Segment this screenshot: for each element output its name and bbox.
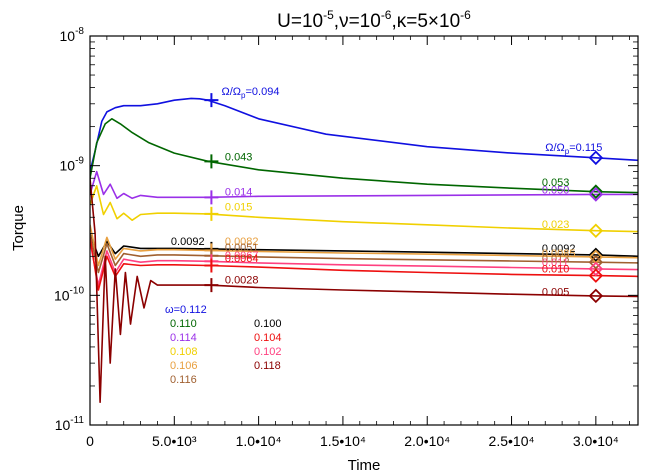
data-label-0: Ω/Ωp=0.094 [222,86,280,100]
x-tick-label-1: 5.0•10³ [152,433,197,449]
diamond-marker-10 [588,150,604,166]
x-tick-label-2: 1.0•10⁴ [236,433,282,449]
y-tick-label-0: 10-8 [60,26,85,44]
x-tick-label-5: 2.5•10⁴ [489,433,535,449]
omega-entry-3: 0.108 [170,346,198,358]
omega-entry-r0: 0.100 [254,318,282,330]
omega-entry-4: 0.106 [170,360,198,372]
series-line-0 [90,97,638,172]
data-label-10: 0.0028 [225,275,259,287]
series-line-9 [90,178,638,403]
data-label-14: 0.0092 [542,243,576,255]
series-line-6 [90,233,638,274]
diamond-marker-17 [588,261,604,277]
plus-marker-2 [204,190,219,205]
series-line-5 [90,224,638,267]
omega-entry-r3: 0.118 [254,360,281,372]
data-label-7: 0.0051 [225,242,259,254]
marker-layer [204,93,604,304]
data-label-18: 0.010 [542,264,570,276]
axes: 0 5.0•10³ 1.0•10⁴ 1.5•10⁴ 2.0•10⁴ 2.5•10⁴ 3.0•… [54,26,639,449]
data-label-15: 0.0085 [542,248,576,260]
diamond-marker-16 [588,254,604,270]
data-label-9: 0.0064 [225,253,259,265]
diamond-marker-13 [588,223,604,238]
x-axis-label: Time [348,457,381,474]
series-line-1 [90,118,638,194]
plus-marker-8 [204,258,219,273]
data-label-12: 0.050 [542,185,570,197]
x-tick-label-6: 3.0•10⁴ [573,433,619,449]
annotation-layer: Ω/Ωp=0.094 Ω/Ωp=0.115 0.043 0.014 0.015 0.009… [171,86,602,298]
y-tick-label-2: 10-10 [54,285,84,303]
omega-legend: ω=0.112 0.110 0.114 0.108 0.106 0.116 0.100 0.1… [165,304,282,386]
y-axis-label: Torque [10,205,27,251]
series-line-8 [90,237,638,291]
series-line-2 [90,170,638,200]
data-label-16: 0.013 [542,253,570,265]
plus-marker-3 [204,206,219,221]
diamond-marker-18 [588,268,604,283]
data-label-3: 0.014 [225,186,253,198]
omega-entry-5: 0.116 [170,374,197,386]
data-label-17: 0.011 [542,257,569,269]
data-label-5: 0.0092 [171,236,205,248]
diamond-marker-14 [588,247,604,263]
diamond-marker-19 [588,288,604,304]
diamond-marker-12 [588,187,604,202]
omega-entry-0: ω=0.112 [165,304,207,316]
series-line-3 [90,185,638,233]
data-label-6: 0.0082 [225,236,259,248]
data-label-8: 0.0067 [225,250,259,262]
plus-marker-9 [204,278,219,293]
omega-entry-r2: 0.102 [254,346,282,358]
x-tick-label-0: 0 [86,433,94,449]
data-label-19: 0.005 [542,286,570,298]
data-label-11: 0.053 [542,177,570,189]
data-label-1: Ω/Ωp=0.115 [545,142,602,156]
omega-entry-1: 0.110 [170,318,197,330]
omega-entry-r1: 0.104 [254,332,282,344]
series-line-7 [90,241,638,286]
data-label-2: 0.043 [225,151,253,163]
chart-title: U=10-5,ν=10-6,κ=5×10-6 [277,8,471,32]
series-layer [90,97,638,403]
plus-marker-0 [204,93,219,108]
data-label-4: 0.015 [225,202,253,214]
plus-marker-1 [204,154,219,169]
diamond-marker-11 [588,184,604,199]
x-tick-label-3: 1.5•10⁴ [320,433,366,449]
x-tick-label-4: 2.0•10⁴ [404,433,450,449]
y-tick-label-1: 10-9 [60,156,85,174]
omega-entry-2: 0.114 [170,332,197,344]
data-label-13: 0.023 [542,219,570,231]
y-tick-label-3: 10-11 [55,415,85,433]
plot-frame [89,35,639,426]
